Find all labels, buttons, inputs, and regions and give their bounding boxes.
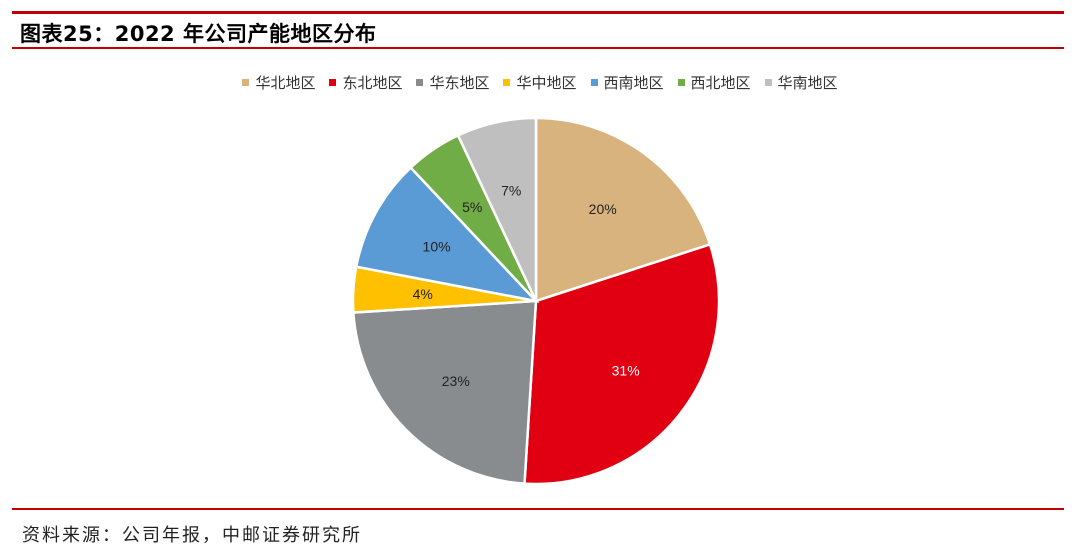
slice-label: 7% [501,182,521,198]
legend-item: 华南地区 [764,72,838,93]
legend-item: 华北地区 [242,72,315,93]
legend-swatch [503,79,511,86]
slice-label: 31% [612,363,640,379]
top-rule [12,11,1064,14]
slice-label: 20% [589,201,617,217]
slice-label: 23% [442,373,470,389]
legend-item: 西北地区 [677,72,751,93]
legend-label: 华中地区 [516,74,577,92]
pie-slice [523,242,721,486]
legend-label: 华南地区 [777,74,838,92]
bottom-rule [12,508,1064,510]
legend-item: 华中地区 [503,72,577,93]
legend-swatch [764,79,772,86]
slice-label: 4% [413,286,433,302]
pie-slice [534,116,712,303]
slice-label: 10% [423,238,451,254]
legend-label: 西北地区 [690,74,751,92]
legend-swatch [416,79,424,86]
pie-slice [352,299,538,485]
pie-slice [354,165,540,303]
legend-swatch [329,79,337,86]
legend-label: 西南地区 [603,74,664,92]
legend-item: 华东地区 [416,72,489,93]
pie-slice [456,116,538,302]
title-rule [12,47,1064,49]
chart-legend: 华北地区 东北地区 华东地区 华中地区 西南地区 西北地区 华南地区 [0,72,1080,93]
page-title: 图表25：2022 年公司产能地区分布 [20,22,377,46]
legend-label: 东北地区 [342,74,403,92]
legend-item: 东北地区 [329,72,402,93]
slice-label: 5% [462,199,482,215]
legend-label: 华东地区 [429,74,490,92]
source-note: 资料来源：公司年报，中邮证券研究所 [22,525,362,546]
legend-swatch [590,79,598,86]
legend-swatch [242,79,250,86]
legend-label: 华北地区 [255,74,316,92]
legend-item: 西南地区 [590,72,664,93]
legend-swatch [677,79,685,86]
